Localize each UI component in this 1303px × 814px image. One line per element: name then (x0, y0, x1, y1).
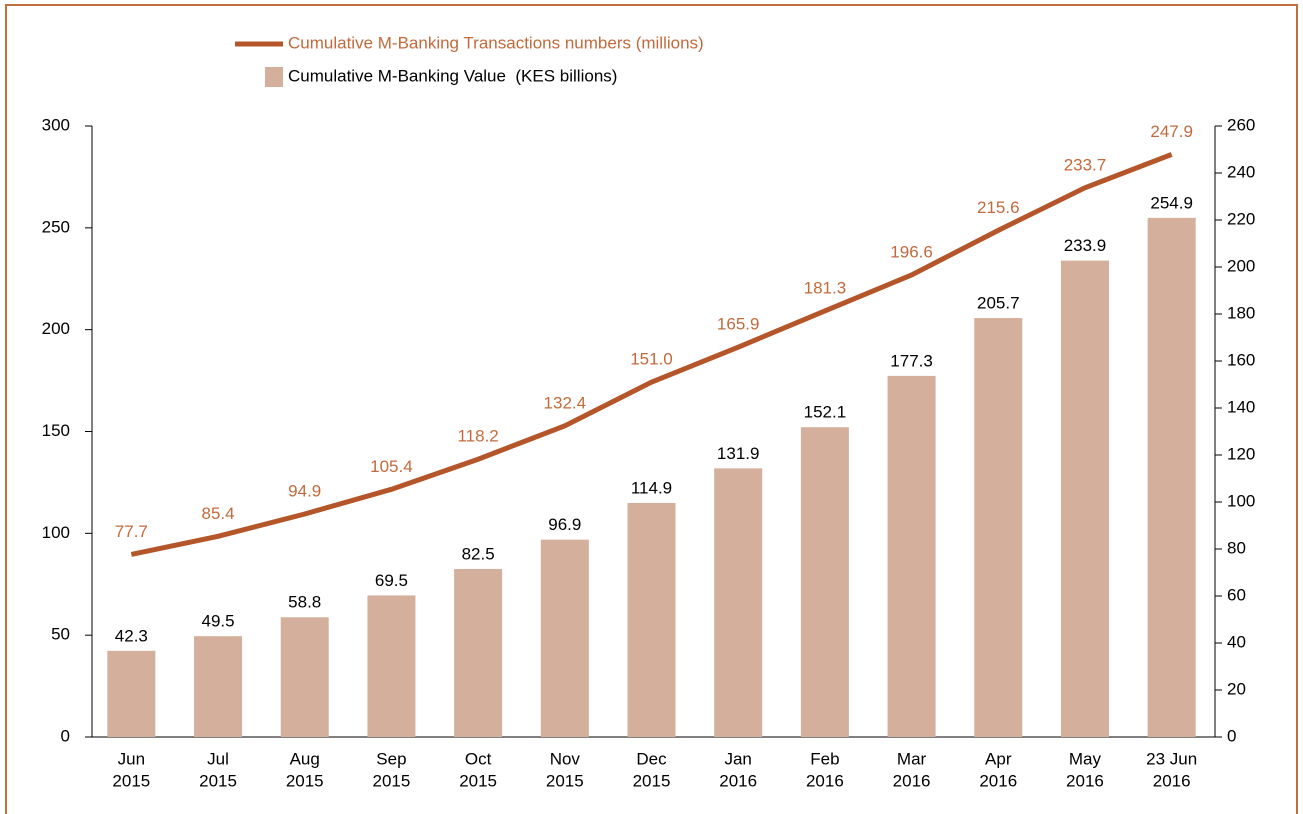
y2-tick-label: 140 (1227, 397, 1255, 416)
bar-value-label: 96.9 (548, 515, 581, 534)
x-tick-label: 2015 (546, 771, 584, 790)
bar-value-label: 42.3 (115, 626, 148, 645)
legend-swatch (265, 67, 283, 87)
bar-value-label: 177.3 (890, 351, 933, 370)
legend-label: Cumulative M-Banking Transactions number… (288, 33, 704, 52)
y-tick-label: 200 (42, 319, 70, 338)
x-tick-label: 2015 (633, 771, 671, 790)
x-tick-label: 2015 (112, 771, 150, 790)
legend-label: Cumulative M-Banking Value (KES billions… (288, 66, 617, 85)
x-tick-label: Jun (118, 749, 145, 768)
bar-value-label: 152.1 (804, 403, 847, 422)
x-tick-label: 2016 (979, 771, 1017, 790)
line-value-label: 118.2 (457, 427, 498, 446)
y2-tick-label: 60 (1227, 585, 1246, 604)
bar-value-label: 49.5 (201, 612, 234, 631)
y2-tick-label: 40 (1227, 632, 1246, 651)
line-value-label: 181.3 (804, 278, 847, 297)
y2-tick-label: 220 (1227, 209, 1255, 228)
y-tick-label: 100 (42, 523, 70, 542)
line-value-label: 151.0 (630, 350, 673, 369)
bar (974, 318, 1023, 737)
bar (107, 650, 156, 737)
bar (454, 568, 503, 737)
bar-value-label: 254.9 (1150, 193, 1193, 212)
bar (1060, 260, 1109, 737)
bar-value-label: 114.9 (631, 478, 672, 497)
y2-tick-label: 160 (1227, 350, 1255, 369)
line-value-label: 85.4 (201, 504, 234, 523)
x-tick-label: Mar (897, 749, 927, 768)
bar (800, 427, 849, 737)
bar (627, 502, 676, 737)
bar (367, 595, 416, 737)
x-tick-label: 2016 (719, 771, 757, 790)
x-tick-label: 2016 (1066, 771, 1104, 790)
y2-tick-label: 200 (1227, 256, 1255, 275)
bar (194, 636, 243, 737)
x-tick-label: Aug (290, 749, 320, 768)
y2-tick-label: 80 (1227, 538, 1246, 557)
y2-tick-label: 180 (1227, 303, 1255, 322)
bar-value-label: 205.7 (977, 294, 1020, 313)
y2-tick-label: 0 (1227, 726, 1236, 745)
line-value-label: 165.9 (717, 315, 760, 334)
x-tick-label: Sep (376, 749, 406, 768)
x-tick-label: 2015 (199, 771, 237, 790)
x-tick-label: Jan (724, 749, 751, 768)
x-tick-label: Apr (985, 749, 1012, 768)
bar (1147, 217, 1196, 738)
line-value-label: 132.4 (544, 393, 587, 412)
bar-value-label: 69.5 (375, 571, 408, 590)
y2-tick-label: 260 (1227, 115, 1255, 134)
y2-tick-label: 240 (1227, 162, 1255, 181)
x-tick-label: Oct (465, 749, 492, 768)
line (130, 152, 1173, 557)
line-value-label: 77.7 (115, 522, 148, 541)
x-tick-label: 2016 (1153, 771, 1191, 790)
bar-value-label: 82.5 (462, 544, 495, 563)
line-value-label: 233.7 (1064, 155, 1107, 174)
x-tick-label: Dec (636, 749, 667, 768)
x-tick-label: 2015 (459, 771, 497, 790)
bar (280, 617, 329, 737)
line-value-label: 215.6 (977, 198, 1020, 217)
line-value-label: 196.6 (890, 242, 933, 261)
x-tick-label: 23 Jun (1146, 749, 1197, 768)
bar-value-label: 58.8 (288, 593, 321, 612)
x-tick-label: Jul (207, 749, 229, 768)
y2-tick-label: 20 (1227, 679, 1246, 698)
y-tick-label: 0 (61, 726, 70, 745)
line-value-label: 247.9 (1150, 122, 1193, 141)
y2-tick-label: 100 (1227, 491, 1255, 510)
y-tick-label: 250 (42, 217, 70, 236)
y2-tick-label: 120 (1227, 444, 1255, 463)
line-value-label: 94.9 (288, 481, 321, 500)
y-tick-label: 300 (42, 115, 70, 134)
y-tick-label: 50 (51, 625, 70, 644)
bar-value-label: 131.9 (717, 444, 760, 463)
x-tick-label: Nov (550, 749, 581, 768)
x-tick-label: 2015 (373, 771, 411, 790)
x-tick-label: 2016 (806, 771, 844, 790)
bar (540, 539, 589, 737)
bar-value-label: 233.9 (1064, 236, 1107, 255)
x-tick-label: 2015 (286, 771, 324, 790)
x-tick-label: May (1069, 749, 1102, 768)
x-tick-label: Feb (810, 749, 839, 768)
bar (887, 375, 936, 737)
bar (714, 468, 763, 737)
y-tick-label: 150 (42, 421, 70, 440)
line-value-label: 105.4 (370, 457, 413, 476)
x-tick-label: 2016 (893, 771, 931, 790)
